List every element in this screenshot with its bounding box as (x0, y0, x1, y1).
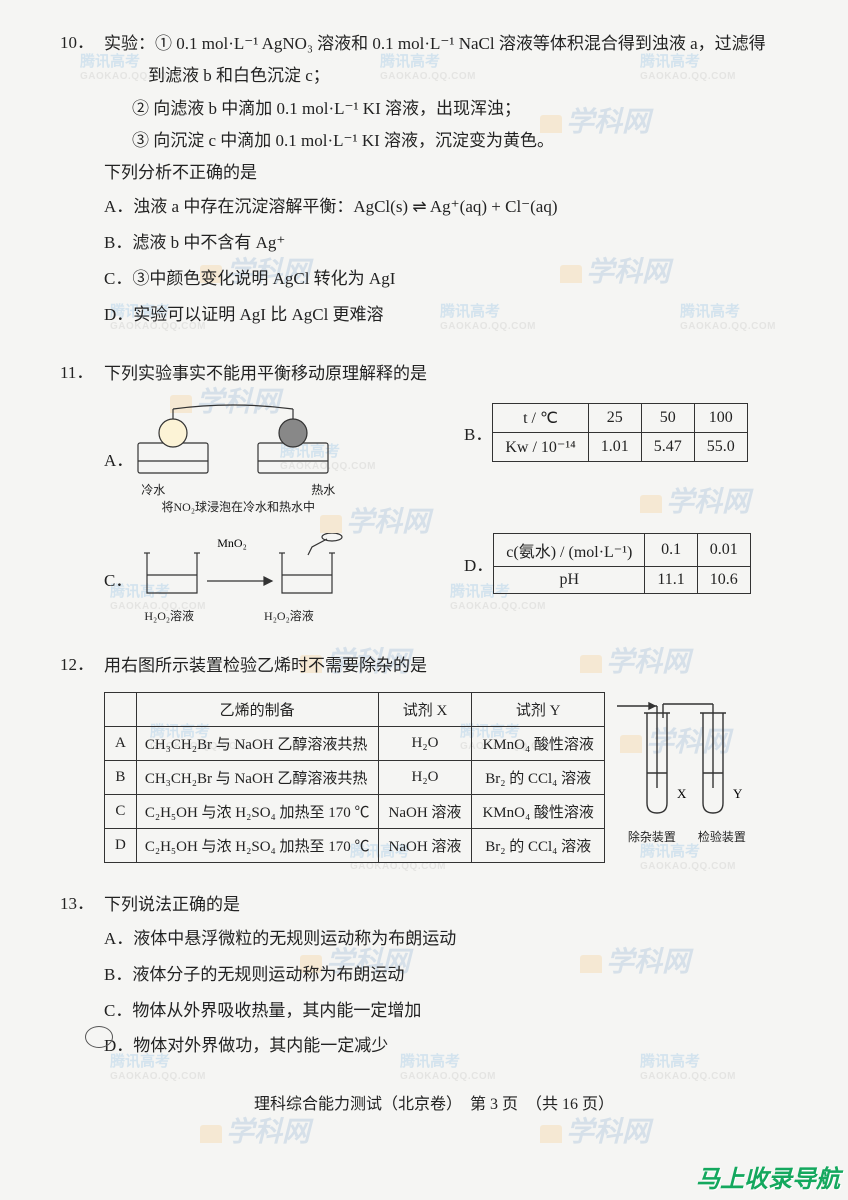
q11-b-label: B． (464, 420, 492, 445)
q12-table: 乙烯的制备试剂 X试剂 Y ACH₃CH₂Br 与 NaOH 乙醇溶液共热H₂O… (104, 692, 605, 863)
q13-stem: 下列说法正确的是 (104, 889, 808, 921)
q11-stem: 下列实验事实不能用平衡移动原理解释的是 (104, 358, 808, 390)
brand-watermark: 马上收录导航 (696, 1159, 840, 1194)
q11-b-table: t / ℃2550100 Kw / 10⁻¹⁴1.015.4755.0 (492, 403, 747, 462)
handwritten-circle-icon (85, 1026, 113, 1048)
q10-option-b: B．滤液 b 中不含有 Ag⁺ (60, 225, 808, 261)
q13-option-a: A．液体中悬浮微粒的无规则运动称为布朗运动 (60, 921, 808, 957)
q10-number: 10． (60, 28, 104, 53)
q13-option-c: C．物体从外界吸收热量，其内能一定增加 (60, 993, 808, 1029)
q10-option-c: C．③中颜色变化说明 AgCl 转化为 AgI (60, 261, 808, 297)
q13-option-b: B．液体分子的无规则运动称为布朗运动 (60, 957, 808, 993)
q11-a-label: A． (104, 446, 133, 471)
q11-d-label: D． (464, 551, 493, 576)
q10-option-d: D．实验可以证明 AgI 比 AgCl 更难溶 (60, 297, 808, 333)
svg-text:Y: Y (733, 786, 743, 801)
svg-text:X: X (677, 786, 687, 801)
q11-number: 11． (60, 358, 104, 383)
q10-option-a: A．浊液 a 中存在沉淀溶解平衡：AgCl(s) ⇌ Ag⁺(aq) + Cl⁻… (60, 189, 808, 225)
question-11: 11． 下列实验事实不能用平衡移动原理解释的是 A． (60, 358, 808, 623)
q10-stem-line2: 到滤液 b 和白色沉淀 c； (60, 60, 808, 92)
page-footer: 理科综合能力测试（北京卷） 第 3 页 （共 16 页） (60, 1090, 808, 1114)
question-13: 13． 下列说法正确的是 A．液体中悬浮微粒的无规则运动称为布朗运动 B．液体分… (60, 889, 808, 1064)
svg-text:MnO₂: MnO₂ (218, 536, 248, 550)
q11-d-table: c(氨水) / (mol·L⁻¹)0.10.01 pH11.110.6 (493, 533, 751, 594)
q11-c-label: C． (104, 566, 132, 591)
q10-stem-line1: 实验：① 0.1 mol·L⁻¹ AgNO₃ 溶液和 0.1 mol·L⁻¹ N… (104, 28, 808, 60)
exam-page: 10． 实验：① 0.1 mol·L⁻¹ AgNO₃ 溶液和 0.1 mol·L… (0, 0, 848, 1134)
q13-number: 13． (60, 889, 104, 914)
q12-stem: 用右图所示装置检验乙烯时不需要除杂的是 (104, 650, 808, 682)
q10-prompt: 下列分析不正确的是 (60, 157, 808, 189)
question-12: 12． 用右图所示装置检验乙烯时不需要除杂的是 乙烯的制备试剂 X试剂 Y AC… (60, 650, 808, 863)
q11-a-diagram: 冷水 热水 将NO₂球浸泡在冷水和热水中 (133, 403, 343, 515)
q13-option-d: D．物体对外界做功，其内能一定减少 (60, 1028, 808, 1064)
q11-c-diagram: MnO₂ H₂O₂溶液 H₂O₂溶液 (132, 533, 372, 624)
q12-number: 12． (60, 650, 104, 675)
q12-apparatus-diagram: X Y 除杂装置 检验装置 (617, 688, 757, 845)
q10-stem-line4: ③ 向沉淀 c 中滴加 0.1 mol·L⁻¹ KI 溶液，沉淀变为黄色。 (60, 125, 808, 157)
question-10: 10． 实验：① 0.1 mol·L⁻¹ AgNO₃ 溶液和 0.1 mol·L… (60, 28, 808, 332)
q10-stem-line3: ② 向滤液 b 中滴加 0.1 mol·L⁻¹ KI 溶液，出现浑浊； (60, 93, 808, 125)
